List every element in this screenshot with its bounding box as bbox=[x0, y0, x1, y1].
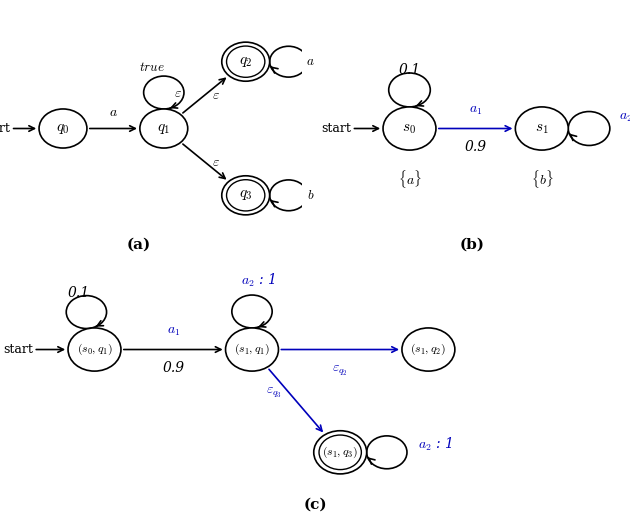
Text: $a$: $a$ bbox=[306, 55, 315, 68]
Text: $a$: $a$ bbox=[109, 105, 118, 119]
Text: $\varepsilon$: $\varepsilon$ bbox=[212, 155, 220, 169]
Text: $s_0$: $s_0$ bbox=[403, 121, 416, 136]
Text: start: start bbox=[0, 122, 10, 135]
Text: $\mathit{true}$: $\mathit{true}$ bbox=[139, 61, 166, 74]
Circle shape bbox=[402, 328, 455, 371]
Text: (c): (c) bbox=[303, 498, 327, 511]
Text: $\{b\}$: $\{b\}$ bbox=[530, 168, 553, 190]
Text: $(s_1,q_3)$: $(s_1,q_3)$ bbox=[322, 445, 358, 460]
Circle shape bbox=[515, 107, 568, 150]
Text: $a_2$ : 1: $a_2$ : 1 bbox=[418, 436, 453, 453]
Text: 0.9: 0.9 bbox=[464, 140, 487, 154]
Text: $\varepsilon$: $\varepsilon$ bbox=[174, 85, 181, 100]
Text: $\varepsilon_{q_2}$: $\varepsilon_{q_2}$ bbox=[332, 364, 348, 378]
Text: $\varepsilon$: $\varepsilon$ bbox=[212, 88, 220, 102]
Circle shape bbox=[314, 431, 367, 474]
Text: $(s_1,q_2)$: $(s_1,q_2)$ bbox=[410, 342, 447, 357]
Text: $a_1$: $a_1$ bbox=[469, 103, 483, 117]
Circle shape bbox=[140, 109, 188, 148]
Text: $b$: $b$ bbox=[307, 189, 314, 202]
Text: $a_2$ : 1: $a_2$ : 1 bbox=[619, 107, 630, 124]
Text: $\{a\}$: $\{a\}$ bbox=[398, 168, 421, 190]
Text: $\varepsilon_{q_3}$: $\varepsilon_{q_3}$ bbox=[266, 386, 282, 400]
Text: (b): (b) bbox=[460, 238, 485, 252]
Text: $a_2$ : 1: $a_2$ : 1 bbox=[241, 271, 276, 289]
Circle shape bbox=[68, 328, 121, 371]
Circle shape bbox=[383, 107, 436, 150]
Text: $q_2$: $q_2$ bbox=[239, 54, 253, 69]
Text: $q_0$: $q_0$ bbox=[56, 121, 70, 136]
Text: 0.1: 0.1 bbox=[398, 63, 421, 78]
Text: 0.9: 0.9 bbox=[162, 361, 185, 375]
Text: $q_1$: $q_1$ bbox=[157, 121, 171, 136]
Text: (a): (a) bbox=[127, 238, 151, 252]
Text: $q_3$: $q_3$ bbox=[239, 188, 253, 203]
Text: 0.1: 0.1 bbox=[68, 286, 90, 300]
Circle shape bbox=[226, 328, 278, 371]
Text: $a_1$: $a_1$ bbox=[166, 324, 180, 338]
Circle shape bbox=[39, 109, 87, 148]
Text: $(s_0,q_1)$: $(s_0,q_1)$ bbox=[76, 342, 113, 357]
Text: start: start bbox=[321, 122, 352, 135]
Circle shape bbox=[222, 176, 270, 215]
Circle shape bbox=[222, 42, 270, 81]
Text: $(s_1,q_1)$: $(s_1,q_1)$ bbox=[234, 342, 270, 357]
Text: start: start bbox=[3, 343, 33, 356]
Text: $s_1$: $s_1$ bbox=[535, 121, 549, 136]
